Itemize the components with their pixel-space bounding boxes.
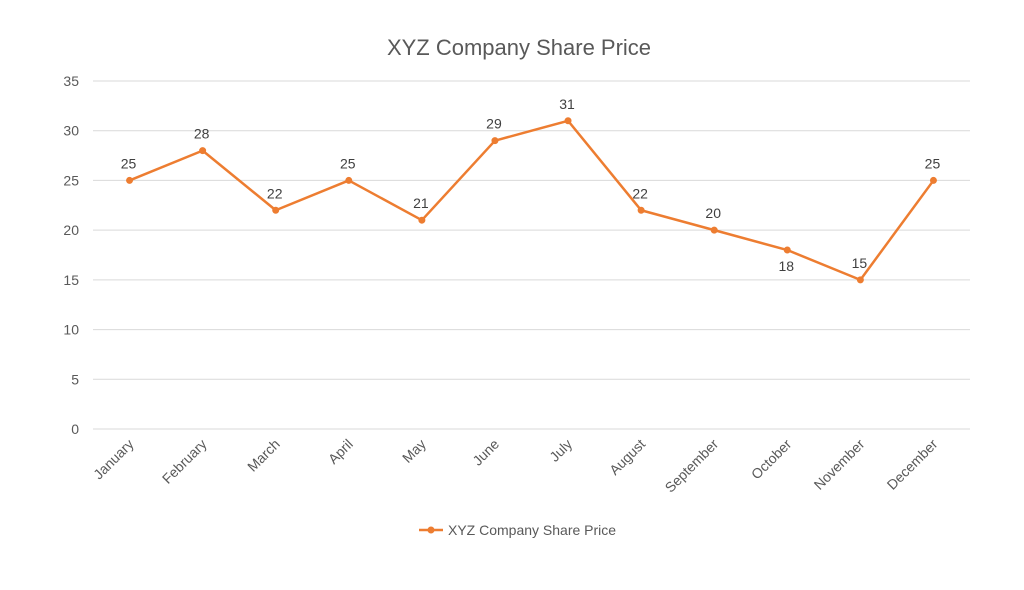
data-point[interactable] — [126, 176, 134, 184]
chart-title: XYZ Company Share Price — [387, 35, 651, 60]
x-tick-label: November — [811, 436, 868, 493]
data-point[interactable] — [856, 276, 864, 284]
series-line — [128, 119, 935, 282]
y-tick-label: 5 — [71, 371, 79, 387]
x-tick-label: May — [399, 436, 429, 466]
gridlines — [93, 80, 970, 430]
data-point[interactable] — [272, 206, 280, 214]
y-axis-ticks: 0 5 10 15 20 25 30 35 — [63, 73, 79, 437]
data-point[interactable] — [199, 147, 207, 155]
x-tick-label: August — [606, 436, 648, 478]
y-tick-label: 35 — [63, 73, 79, 89]
x-axis-ticks: January February March April May June July Augu… — [90, 436, 941, 496]
data-label: 22 — [267, 185, 283, 201]
data-label: 25 — [340, 155, 356, 171]
x-tick-label: July — [546, 436, 575, 465]
data-point[interactable] — [929, 176, 937, 184]
data-label: 29 — [486, 116, 502, 132]
data-point[interactable] — [637, 206, 645, 214]
y-tick-label: 30 — [63, 123, 79, 139]
x-tick-label: April — [325, 436, 356, 467]
data-label: 20 — [705, 205, 721, 221]
data-labels: 25 28 22 25 21 29 31 22 20 18 15 25 — [121, 96, 941, 274]
series-layer — [126, 117, 937, 284]
legend-marker — [427, 526, 435, 534]
data-label: 15 — [852, 255, 868, 271]
data-label: 28 — [194, 126, 210, 142]
x-tick-label: June — [469, 436, 502, 469]
y-tick-label: 10 — [63, 322, 79, 338]
x-tick-label: September — [662, 436, 722, 496]
data-label: 18 — [779, 258, 795, 274]
legend[interactable]: XYZ Company Share Price — [419, 522, 616, 538]
x-tick-label: October — [748, 436, 795, 483]
data-point[interactable] — [710, 226, 718, 234]
data-point[interactable] — [491, 137, 499, 145]
x-tick-label: March — [244, 436, 283, 475]
data-point[interactable] — [783, 246, 791, 254]
data-label: 31 — [559, 96, 575, 112]
x-tick-label: January — [90, 436, 137, 483]
y-tick-label: 15 — [63, 272, 79, 288]
y-tick-label: 20 — [63, 222, 79, 238]
x-tick-label: December — [884, 436, 941, 493]
data-label: 25 — [925, 155, 941, 171]
legend-label: XYZ Company Share Price — [448, 522, 616, 538]
data-label: 25 — [121, 155, 137, 171]
data-label: 22 — [632, 185, 648, 201]
data-point[interactable] — [345, 176, 353, 184]
data-label: 21 — [413, 195, 429, 211]
y-tick-label: 0 — [71, 421, 79, 437]
data-point[interactable] — [564, 117, 572, 125]
data-point[interactable] — [418, 216, 426, 224]
y-tick-label: 25 — [63, 172, 79, 188]
x-tick-label: February — [159, 436, 210, 487]
